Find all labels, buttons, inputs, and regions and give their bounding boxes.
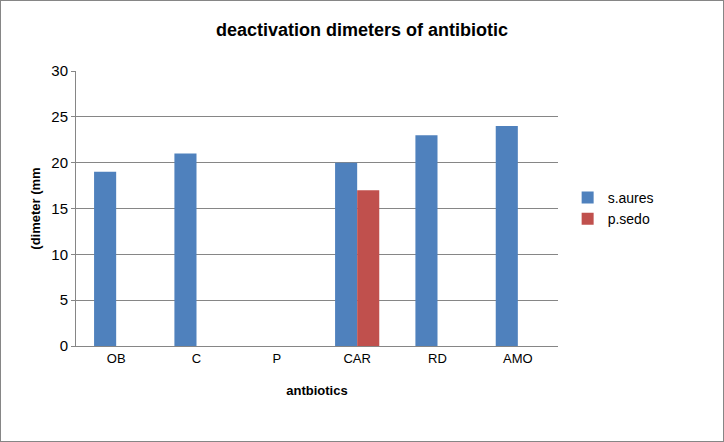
svg-text:RD: RD: [428, 351, 447, 366]
svg-text:CAR: CAR: [343, 351, 370, 366]
svg-text:AMO: AMO: [503, 351, 533, 366]
svg-text:p.sedo: p.sedo: [608, 211, 650, 227]
svg-text:30: 30: [51, 62, 68, 79]
svg-text:deactivation dimeters of antib: deactivation dimeters of antibiotic: [216, 20, 508, 40]
svg-text:10: 10: [51, 246, 68, 263]
svg-text:15: 15: [51, 200, 68, 217]
svg-text:0: 0: [60, 337, 68, 354]
svg-text:antbiotics: antbiotics: [286, 383, 347, 398]
svg-text:s.aures: s.aures: [608, 190, 654, 206]
svg-text:C: C: [192, 351, 201, 366]
svg-text:25: 25: [51, 108, 68, 125]
svg-text:OB: OB: [107, 351, 126, 366]
svg-text:(dimeter (mm: (dimeter (mm: [28, 167, 43, 249]
svg-text:20: 20: [51, 154, 68, 171]
svg-text:5: 5: [60, 291, 68, 308]
svg-text:P: P: [272, 351, 281, 366]
